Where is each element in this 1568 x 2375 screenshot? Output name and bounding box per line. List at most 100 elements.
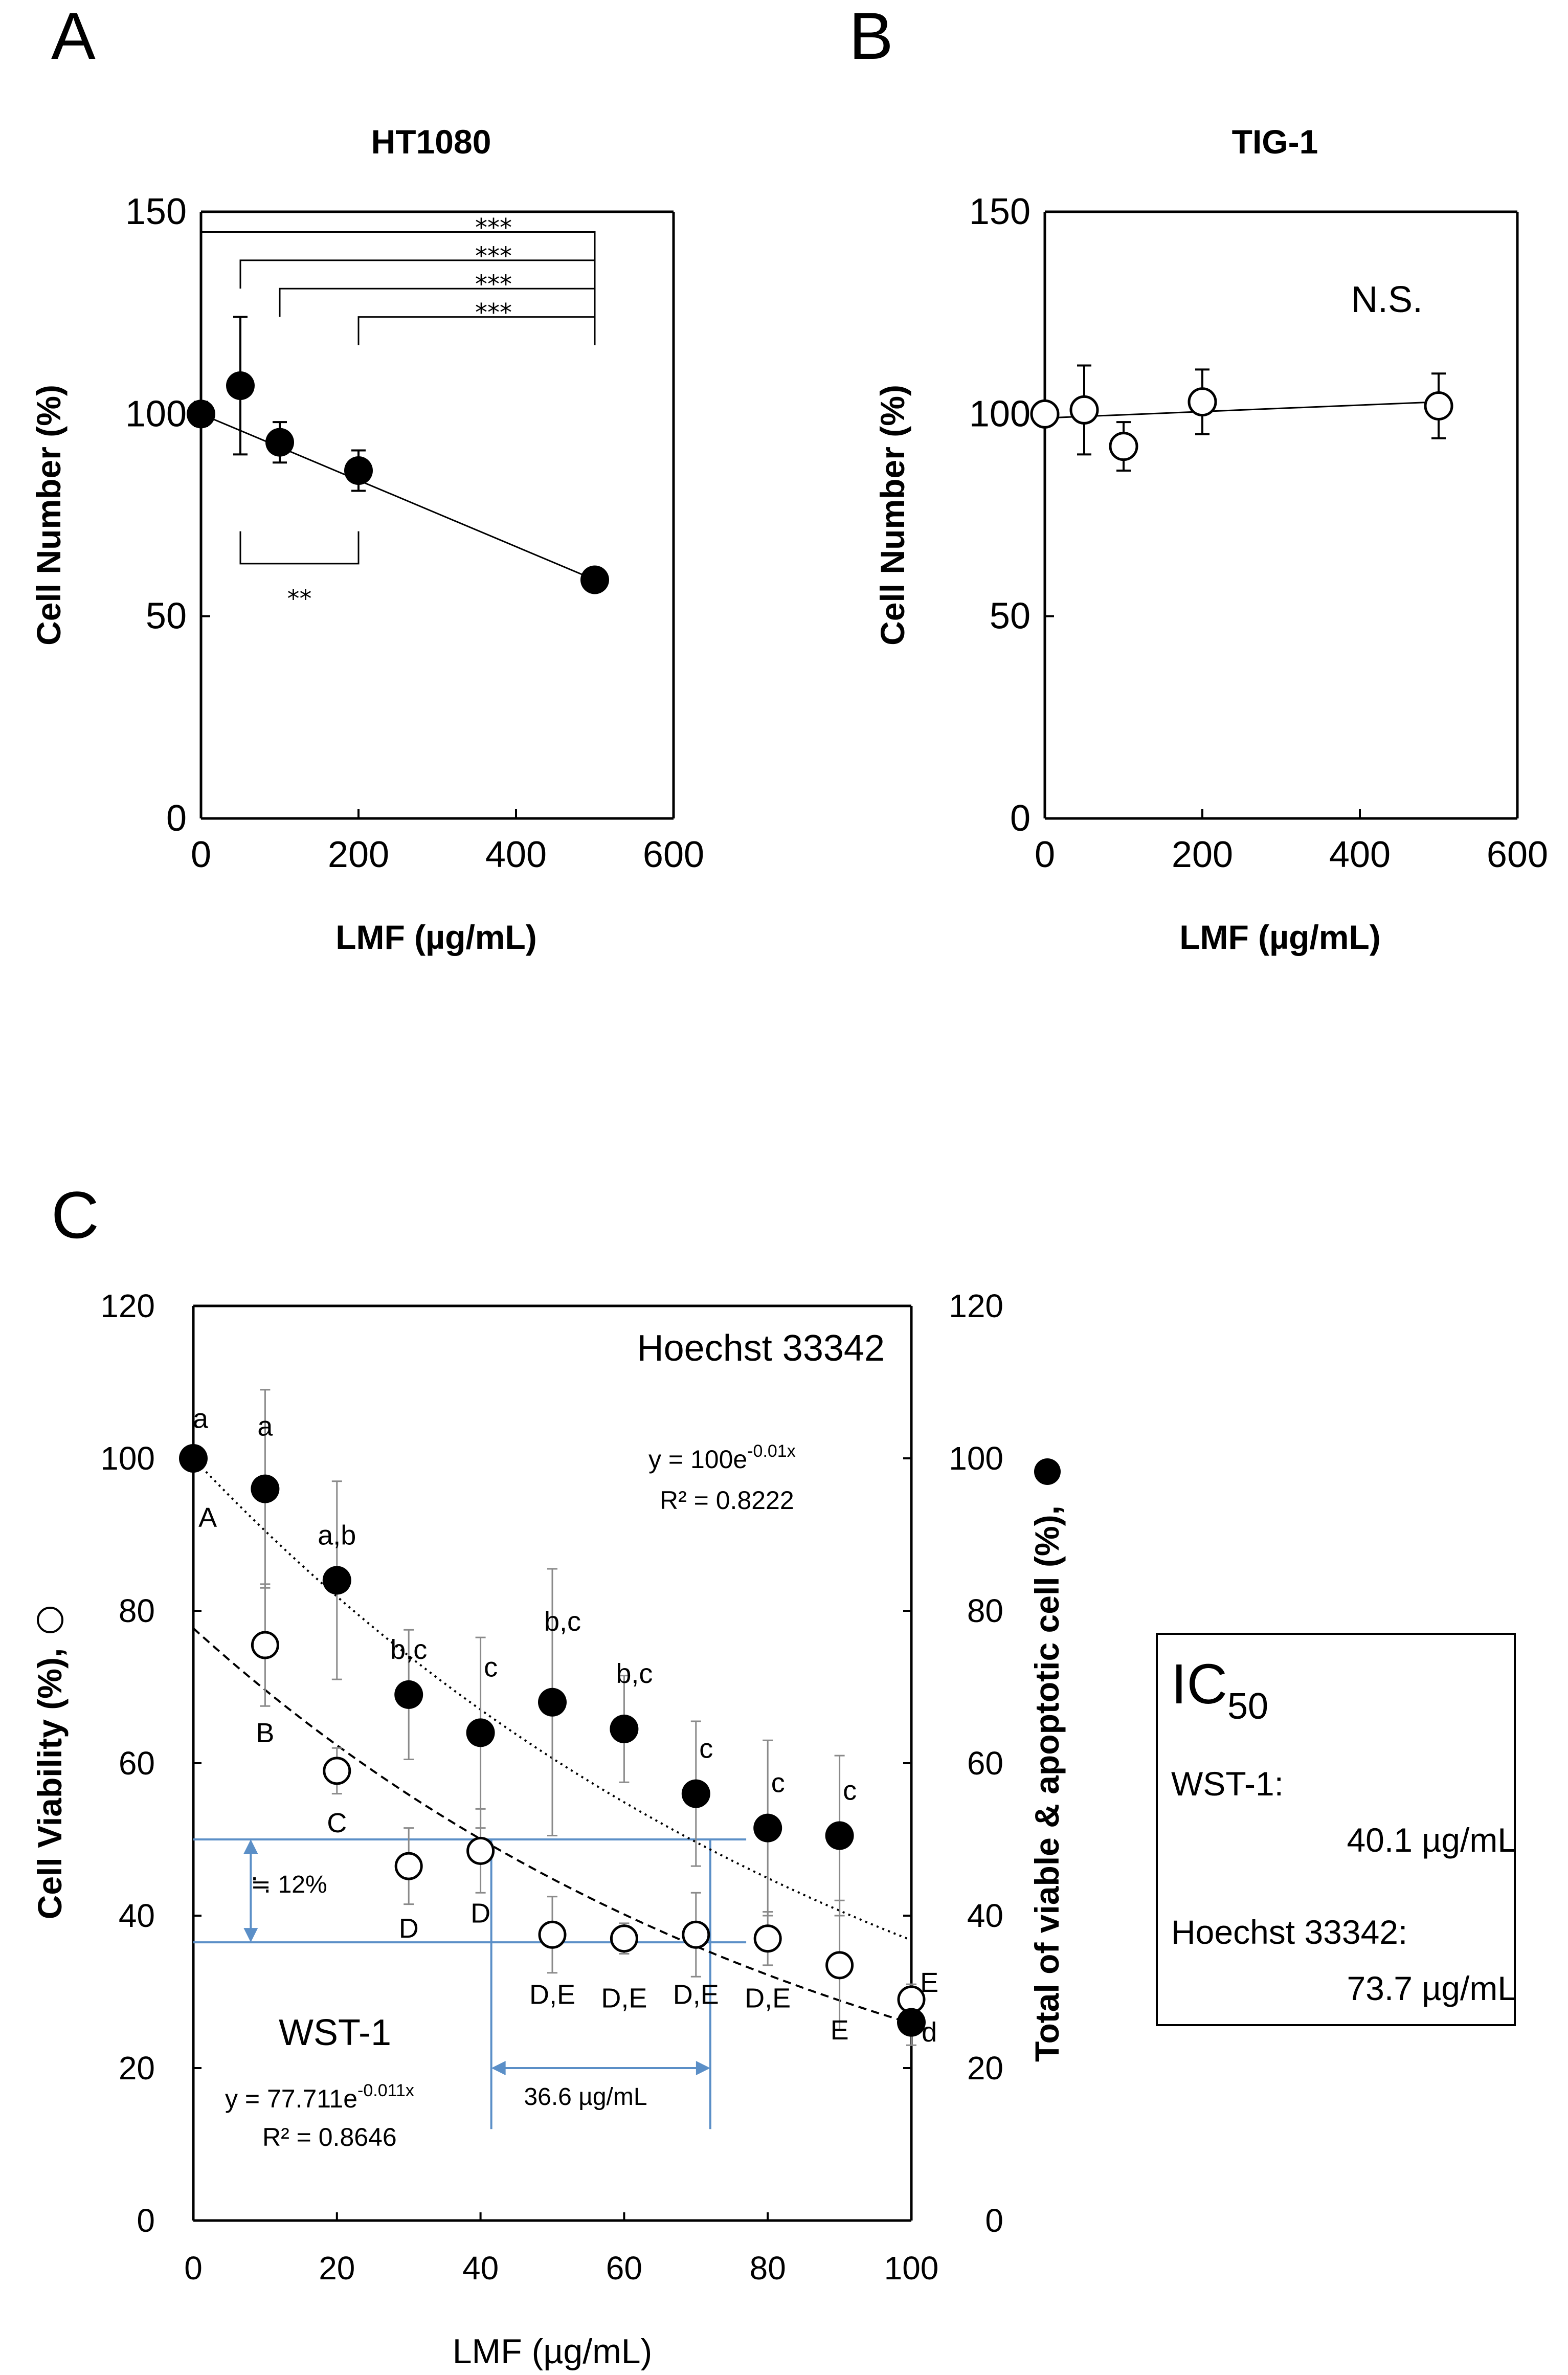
a-data-point [265, 428, 294, 457]
c-left-tick-label: 0 [137, 2202, 155, 2239]
panel-c-shift-label: 36.6 µg/mL [524, 2083, 647, 2111]
c-wst-sig-letter: D,E [673, 1979, 719, 2010]
a-y-tick-label: 0 [166, 798, 187, 839]
c-wst-sig-letter: D [399, 1913, 419, 1944]
panel-label-a: A [51, 0, 96, 73]
a-x-tick-label: 400 [485, 834, 547, 875]
panel-c-wst-equation: y = 77.711e-0.011x [225, 2081, 414, 2113]
c-left-tick-label: 80 [119, 1592, 155, 1629]
c-wst-point [538, 1920, 567, 1949]
b-x-tick-label: 400 [1329, 834, 1391, 875]
a-data-point [580, 565, 609, 594]
a-sig-bracket [357, 316, 596, 345]
ic50-hoechst-label: Hoechst 33342: [1171, 1913, 1407, 1951]
c-hoechst-point [251, 1474, 280, 1503]
panel-a-fit-line [200, 413, 595, 581]
a-x-tick-label: 0 [191, 834, 211, 875]
panel-a-title: HT1080 [371, 123, 491, 161]
panel-c-wst-r2: R² = 0.8646 [262, 2123, 397, 2151]
panel-c-right-y-label: Total of viable & apoptotic cell (%), [1028, 1458, 1066, 2062]
c-right-tick-label: 0 [985, 2202, 1003, 2239]
c-right-tick-label: 20 [967, 2050, 1003, 2087]
panel-b-chart: TIG-1 0 50 100 150 0 200 400 600 N.S. LMF (µg/… [873, 123, 1548, 956]
c-x-tick-label: 100 [884, 2250, 939, 2287]
c-hoechst-point [466, 1718, 495, 1747]
b-data-point [1030, 399, 1060, 429]
ic50-title: IC50 [1171, 1653, 1268, 1727]
c-wst-sig-letter: D,E [745, 1983, 791, 2014]
b-x-tick-label: 200 [1172, 834, 1233, 875]
panel-c-difference-label: ≒ 12% [251, 1871, 327, 1898]
c-hoechst-point [322, 1566, 351, 1595]
c-hoechst-sig-letter: c [771, 1768, 785, 1799]
c-hoechst-point [753, 1813, 782, 1843]
panel-a-x-label: LMF (µg/mL) [335, 918, 537, 956]
c-right-tick-label: 100 [949, 1440, 1003, 1477]
panel-b-title: TIG-1 [1232, 123, 1318, 161]
a-sig-bracket [239, 531, 360, 565]
svg-text:Cell Viability (%),: Cell Viability (%), [31, 1648, 69, 1920]
panel-b-y-label: Cell Number (%) [873, 385, 911, 646]
a-y-tick-label: 100 [125, 393, 187, 434]
c-shift-arrowhead-right [696, 2061, 710, 2075]
c-hoechst-point [610, 1714, 639, 1743]
a-sig-label: ** [287, 585, 312, 613]
filled-circle-legend-icon [1034, 1458, 1061, 1485]
c-hoechst-point [825, 1821, 854, 1850]
c-wst-sig-letter: C [327, 1808, 347, 1838]
a-y-tick-label: 150 [125, 191, 187, 232]
c-hoechst-sig-letter: b,c [544, 1606, 581, 1637]
a-sig-bracket [239, 259, 596, 289]
c-wst-point [466, 1836, 495, 1865]
panel-label-b: B [849, 0, 893, 73]
c-hoechst-sig-letter: c [843, 1775, 857, 1806]
c-hoechst-sig-letter: c [484, 1652, 498, 1682]
a-y-tick-label: 50 [146, 596, 187, 637]
ic50-box-border [1156, 1633, 1516, 2026]
c-wst-sig-letter: D,E [529, 1979, 575, 2010]
b-data-point [1424, 391, 1453, 421]
c-right-tick-label: 120 [949, 1288, 1003, 1324]
panel-label-c: C [51, 1178, 99, 1252]
a-data-point [187, 399, 215, 429]
a-sig-label: *** [475, 270, 512, 299]
a-x-tick-label: 600 [643, 834, 704, 875]
panel-c-left-y-label: Cell Viability (%), [31, 1607, 69, 1920]
c-left-tick-label: 40 [119, 1897, 155, 1934]
b-y-tick-label: 150 [969, 191, 1031, 232]
c-x-tick-label: 0 [184, 2250, 203, 2287]
c-x-tick-label: 40 [462, 2250, 499, 2287]
c-wst-point [394, 1852, 423, 1880]
ic50-box: IC50 WST-1: 40.1 µg/mL Hoechst 33342: 73… [1156, 1633, 1516, 2026]
c-wst-point [682, 1920, 710, 1949]
c-left-tick-label: 100 [100, 1440, 155, 1477]
c-wst-point [610, 1924, 638, 1953]
a-data-point [344, 456, 373, 485]
panel-c-hoechst-label: Hoechst 33342 [637, 1328, 885, 1369]
c-hoechst-sig-letter: d [922, 2017, 937, 2048]
b-y-tick-label: 0 [1010, 798, 1031, 839]
c-wst-point [251, 1631, 279, 1659]
panel-b-fit-line [1044, 401, 1439, 419]
ic50-hoechst-value: 73.7 µg/mL [1347, 1969, 1516, 2007]
c-left-tick-label: 20 [119, 2050, 155, 2087]
a-sig-bracket [279, 287, 596, 317]
a-sig-label: *** [475, 242, 512, 271]
c-hoechst-point [897, 2008, 926, 2037]
c-diff-arrowhead-down [243, 1928, 258, 1943]
panel-b-x-label: LMF (µg/mL) [1179, 918, 1381, 956]
c-hoechst-sig-letter: b,c [616, 1658, 653, 1689]
panel-b-ns-annotation: N.S. [1351, 279, 1423, 320]
c-hoechst-sig-letter: a,b [318, 1520, 356, 1550]
a-x-tick-label: 200 [328, 834, 389, 875]
c-hoechst-sig-letter: c [699, 1734, 713, 1764]
c-hoechst-point [394, 1680, 423, 1709]
c-left-tick-label: 120 [100, 1288, 155, 1324]
c-wst-sig-letter: E [920, 1967, 938, 1998]
panel-c-wst-label: WST-1 [279, 2012, 391, 2053]
b-x-tick-label: 0 [1035, 834, 1055, 875]
c-x-tick-label: 60 [606, 2250, 642, 2287]
c-wst-sig-letter: D [471, 1898, 490, 1928]
